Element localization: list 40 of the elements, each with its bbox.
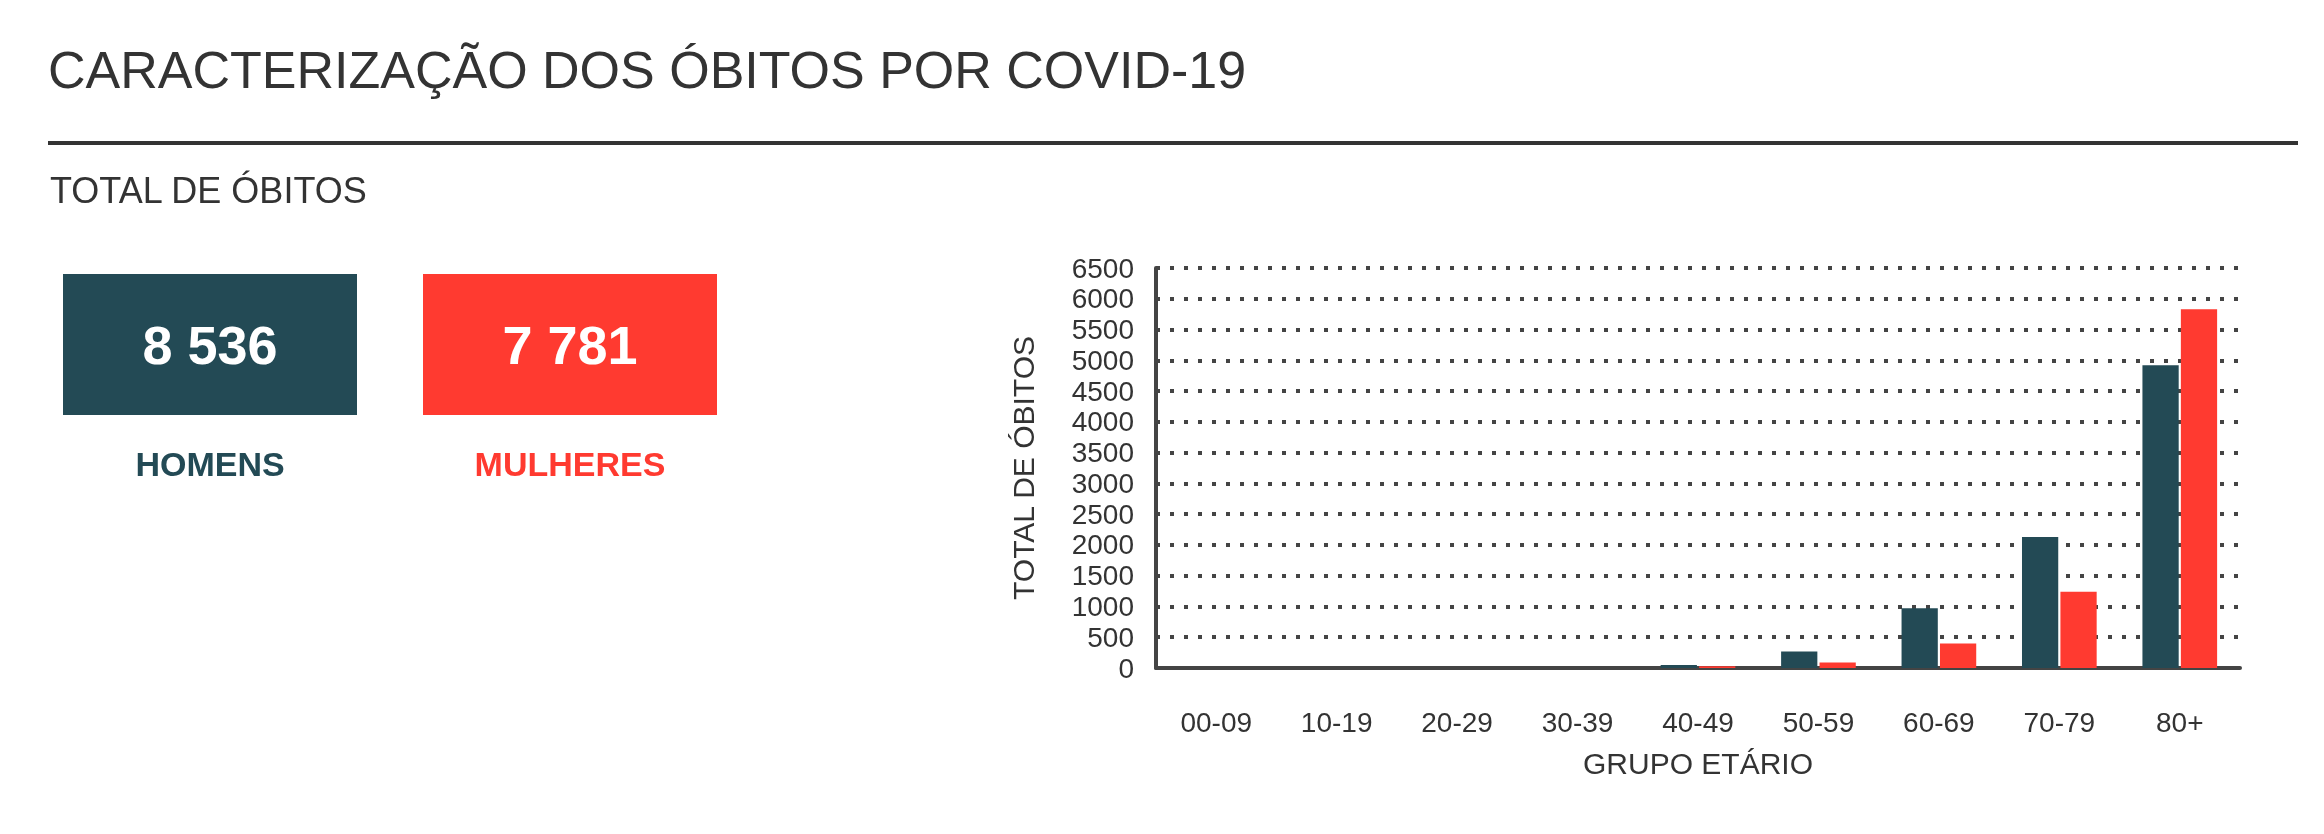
- x-tick-label: 80+: [2156, 706, 2204, 738]
- x-tick-label: 10-19: [1300, 706, 1373, 738]
- y-tick-label: 1500: [1071, 560, 1134, 592]
- x-tick-label: 50-59: [1782, 706, 1855, 738]
- text: CARACTERIZAÇÃO DOS ÓBITOS POR COVID-19: [48, 40, 1247, 100]
- y-tick-label: 500: [1087, 621, 1134, 653]
- category-label: MULHERES: [473, 445, 667, 484]
- y-tick-label: 4500: [1071, 375, 1134, 407]
- text: 8 536: [142, 314, 278, 375]
- y-tick-label: 2000: [1071, 529, 1134, 561]
- y-axis-title: TOTAL DE ÓBITOS: [1006, 336, 1040, 600]
- y-tick-label: 5000: [1071, 344, 1134, 376]
- x-tick-label: 40-49: [1662, 706, 1734, 738]
- y-tick-label: 0: [1118, 652, 1134, 684]
- bar: [2022, 536, 2059, 668]
- x-axis-title: GRUPO ETÁRIO: [1582, 746, 1814, 780]
- y-tick-label: 2500: [1071, 498, 1134, 530]
- y-tick-label: 4000: [1071, 406, 1134, 438]
- y-tick-label: 6000: [1071, 283, 1134, 315]
- x-tick-label: 30-39: [1541, 706, 1614, 738]
- category-label: HOMENS: [134, 445, 286, 484]
- x-tick-label: 20-29: [1421, 706, 1493, 738]
- y-tick-label: 6500: [1071, 252, 1134, 284]
- bar: [2180, 309, 2218, 668]
- bar: [2142, 365, 2179, 668]
- bar: [1901, 608, 1938, 668]
- x-tick-label: 00-09: [1180, 706, 1253, 738]
- text: TOTAL DE ÓBITOS: [50, 170, 367, 212]
- bar: [1781, 651, 1818, 668]
- y-tick-label: 1000: [1071, 590, 1134, 622]
- text: 7 781: [502, 314, 638, 375]
- bar: [1819, 662, 1856, 668]
- x-tick-label: 70-79: [2023, 706, 2096, 738]
- y-tick-label: 3500: [1071, 437, 1134, 469]
- bar: [1660, 664, 1697, 668]
- bar: [2060, 591, 2097, 668]
- y-tick-label: 5500: [1071, 314, 1134, 346]
- bar: [1939, 643, 1977, 668]
- x-tick-label: 60-69: [1903, 706, 1975, 738]
- y-tick-label: 3000: [1071, 467, 1134, 499]
